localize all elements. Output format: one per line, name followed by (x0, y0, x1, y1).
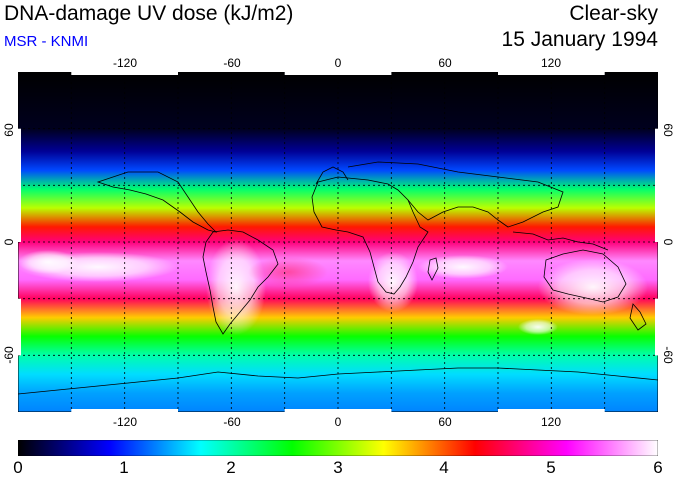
colorbar-label: 1 (119, 458, 129, 477)
lat-label-right: -60 (661, 346, 675, 364)
colorbar (18, 440, 658, 456)
colorbar-label: 2 (226, 458, 236, 477)
lon-label-top: 0 (334, 56, 342, 70)
chart-title: DNA-damage UV dose (kJ/m2) (4, 2, 294, 25)
high-dose-region (18, 250, 78, 274)
date-label: 15 January 1994 (501, 28, 658, 51)
lon-label-top: -120 (112, 56, 138, 70)
high-dose-region (538, 259, 648, 315)
colorbar-label: 6 (653, 458, 663, 477)
madagascar-outline (427, 257, 439, 281)
lon-label-bottom: -120 (112, 415, 138, 429)
colorbar-label: 3 (333, 458, 343, 477)
lat-label-left: 60 (2, 123, 16, 137)
high-dose-region (518, 319, 558, 335)
south-america-outline (202, 229, 279, 335)
sky-condition-label: Clear-sky (569, 2, 658, 25)
lon-label-bottom: 0 (334, 415, 342, 429)
frame-ticks (18, 72, 658, 412)
lon-label-bottom: 60 (438, 415, 452, 429)
asia-outline (347, 161, 564, 228)
colorbar-label: 5 (546, 458, 556, 477)
high-dose-region (206, 239, 266, 335)
lon-label-bottom: -60 (223, 415, 241, 429)
lon-label-top: -60 (223, 56, 241, 70)
lon-label-top: 60 (438, 56, 452, 70)
north-america-outline (96, 171, 218, 233)
lat-label-right: 0 (661, 238, 675, 246)
africa-outline (311, 176, 429, 295)
lat-label-right: 60 (661, 123, 675, 137)
australia-outline (543, 249, 627, 303)
colorbar-label: 4 (439, 458, 449, 477)
high-dose-region (418, 255, 508, 279)
lon-label-top: 120 (540, 56, 562, 70)
graticule (18, 72, 658, 412)
lat-label-left: -60 (2, 346, 16, 364)
lon-label-bottom: 120 (540, 415, 562, 429)
new-zealand-outline (629, 303, 647, 331)
colorbar-fill (18, 440, 658, 456)
europe-outline (315, 166, 349, 185)
source-label: MSR - KNMI (4, 33, 89, 50)
colorbar-label: 0 (13, 458, 23, 477)
uv-dose-map (18, 72, 658, 412)
high-dose-region (248, 257, 328, 287)
indonesia-outline (512, 231, 609, 251)
lat-label-left: 0 (2, 238, 16, 246)
high-dose-region (368, 252, 418, 312)
